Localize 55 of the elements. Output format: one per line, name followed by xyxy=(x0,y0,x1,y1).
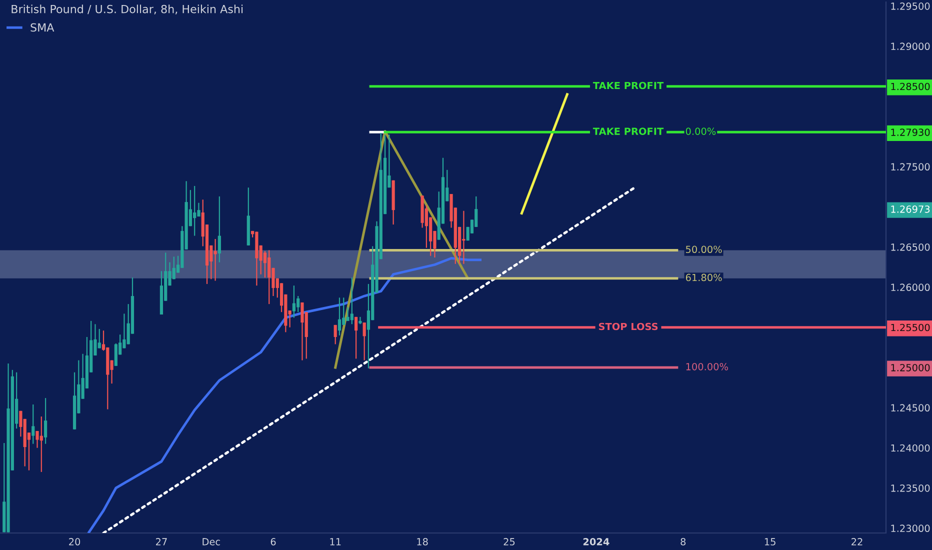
annotation: TAKE PROFIT xyxy=(592,82,664,90)
x-tick-label: Dec xyxy=(202,538,220,546)
y-tick-label: 1.26000 xyxy=(891,284,930,292)
candlestick xyxy=(354,316,358,360)
candlestick xyxy=(218,196,221,263)
y-tick-label: 1.23000 xyxy=(891,524,930,532)
candlestick xyxy=(197,202,200,218)
annotation: STOP LOSS xyxy=(598,322,658,330)
candlestick xyxy=(334,324,337,345)
candlestick xyxy=(114,342,118,366)
x-tick-label: 2024 xyxy=(583,538,610,546)
candlestick xyxy=(362,322,366,361)
y-tick-label: 1.24000 xyxy=(891,444,930,452)
y-tick-label: 1.27500 xyxy=(891,163,930,171)
y-tick-label: 1.26500 xyxy=(891,243,930,251)
candlestick xyxy=(268,250,271,305)
annotation: 61.80% xyxy=(686,274,722,282)
x-tick-label: 27 xyxy=(156,538,167,546)
candlestick xyxy=(214,238,217,282)
x-tick-label: 18 xyxy=(417,538,428,546)
candlestick xyxy=(350,276,354,325)
candlestick xyxy=(300,302,304,361)
y-tick-label: 1.24500 xyxy=(891,404,930,412)
candlestick xyxy=(462,210,466,264)
y-tick-label: 1.27930 xyxy=(891,128,930,136)
y-tick-label: 1.25000 xyxy=(891,364,930,372)
annotation: TAKE PROFIT xyxy=(592,128,664,135)
annotation: 0.00% xyxy=(686,128,716,135)
x-tick-label: 8 xyxy=(680,538,686,546)
candlestick xyxy=(32,404,35,444)
line-series xyxy=(88,257,482,533)
candlestick xyxy=(44,397,48,444)
x-tick-label: 25 xyxy=(504,538,515,546)
y-tick-label: 1.25500 xyxy=(891,324,930,332)
candlestick xyxy=(292,285,296,318)
candlestick xyxy=(36,430,39,448)
x-tick-label: 11 xyxy=(330,538,341,546)
candlestick xyxy=(40,416,43,472)
chart-title: British Pound / U.S. Dollar, 8h, Heikin Ashi xyxy=(12,4,243,14)
x-tick-label: 20 xyxy=(69,538,80,546)
legend-label: SMA xyxy=(30,23,54,32)
candlestick xyxy=(296,295,300,313)
y-tick-label: 1.23500 xyxy=(891,484,930,492)
candlestick xyxy=(338,297,342,336)
x-tick-label: 15 xyxy=(764,538,776,546)
y-tick-label: 1.29000 xyxy=(891,42,930,50)
candlestick xyxy=(193,185,196,236)
annotation: 50.00% xyxy=(686,246,722,254)
annotation: 100.00% xyxy=(686,362,728,370)
y-tick-label: 1.28500 xyxy=(891,82,930,90)
x-tick-label: 6 xyxy=(270,538,276,546)
candlestick xyxy=(346,306,350,322)
x-tick-label: 22 xyxy=(852,538,862,546)
y-tick-label: 1.29500 xyxy=(891,2,930,10)
y-tick-label: 1.26973 xyxy=(891,205,930,213)
